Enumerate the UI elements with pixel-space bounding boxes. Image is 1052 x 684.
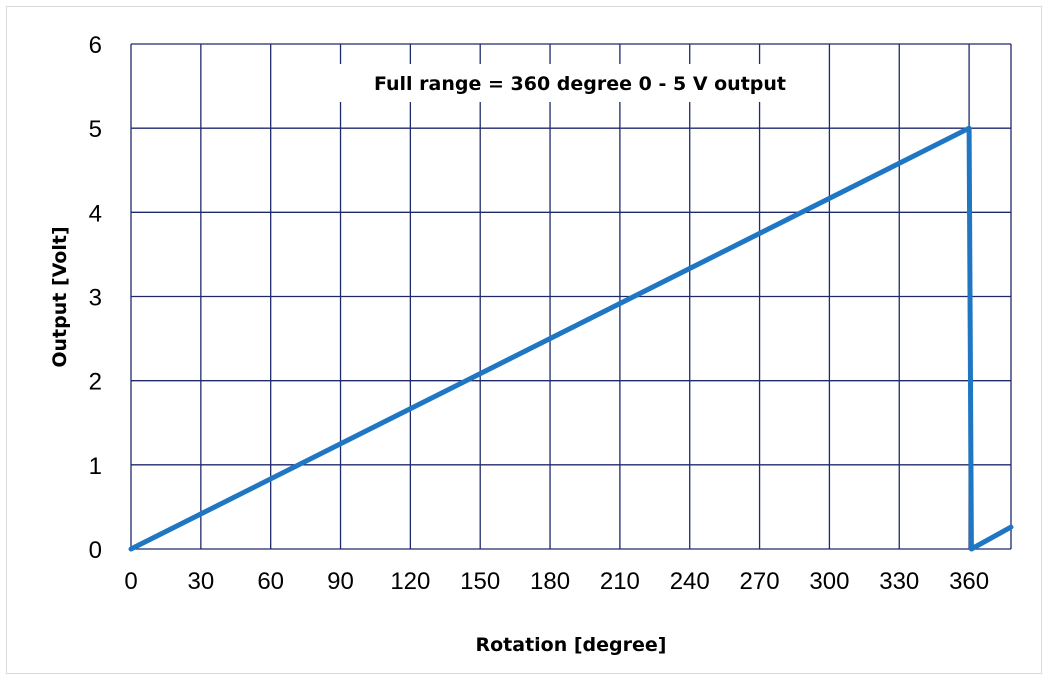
y-tick-label: 3 [89,285,102,312]
x-tick-label: 360 [949,568,989,595]
y-tick-labels: 0 1 2 3 4 5 6 [89,32,102,564]
annotation-box [334,64,828,102]
y-tick-label: 1 [89,453,102,480]
x-tick-label: 270 [740,568,780,595]
x-tick-label: 0 [124,568,137,595]
x-tick-label: 300 [809,568,849,595]
annotation: Full range = 360 degree 0 - 5 V output [374,73,786,95]
series-line [128,125,1014,552]
x-tick-labels: 0 30 60 90 120 150 180 210 240 270 300 330 360 [124,568,989,595]
x-tick-label: 120 [390,568,430,595]
y-tick-label: 2 [89,369,102,396]
y-axis-title: Output [Volt] [49,226,71,367]
series-layer [128,125,1014,552]
x-tick-label: 30 [187,568,214,595]
x-tick-label: 150 [460,568,500,595]
x-tick-label: 90 [327,568,354,595]
y-tick-label: 0 [89,537,102,564]
chart-frame [6,6,1042,674]
x-tick-label: 180 [530,568,570,595]
x-tick-label: 210 [600,568,640,595]
grid [130,43,1012,550]
x-axis-title: Rotation [degree] [476,634,667,656]
y-tick-label: 5 [89,116,102,143]
x-tick-label: 330 [879,568,919,595]
x-tick-label: 240 [670,568,710,595]
x-tick-label: 60 [257,568,284,595]
y-tick-label: 6 [89,32,102,59]
y-tick-label: 4 [89,200,102,227]
